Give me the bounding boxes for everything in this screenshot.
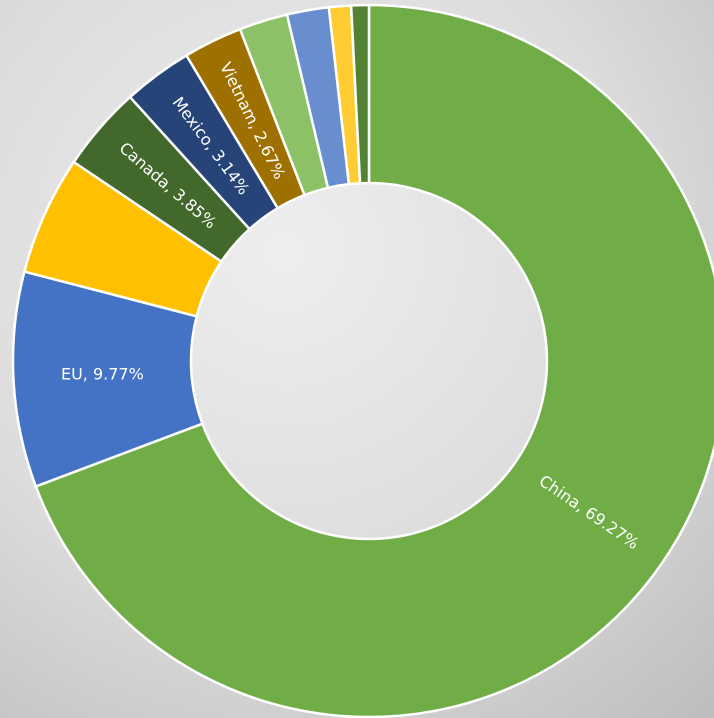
donut-segment: [34, 3, 714, 718]
donut-segment: [349, 3, 371, 185]
data-label: EU, 9.77%: [61, 365, 144, 384]
